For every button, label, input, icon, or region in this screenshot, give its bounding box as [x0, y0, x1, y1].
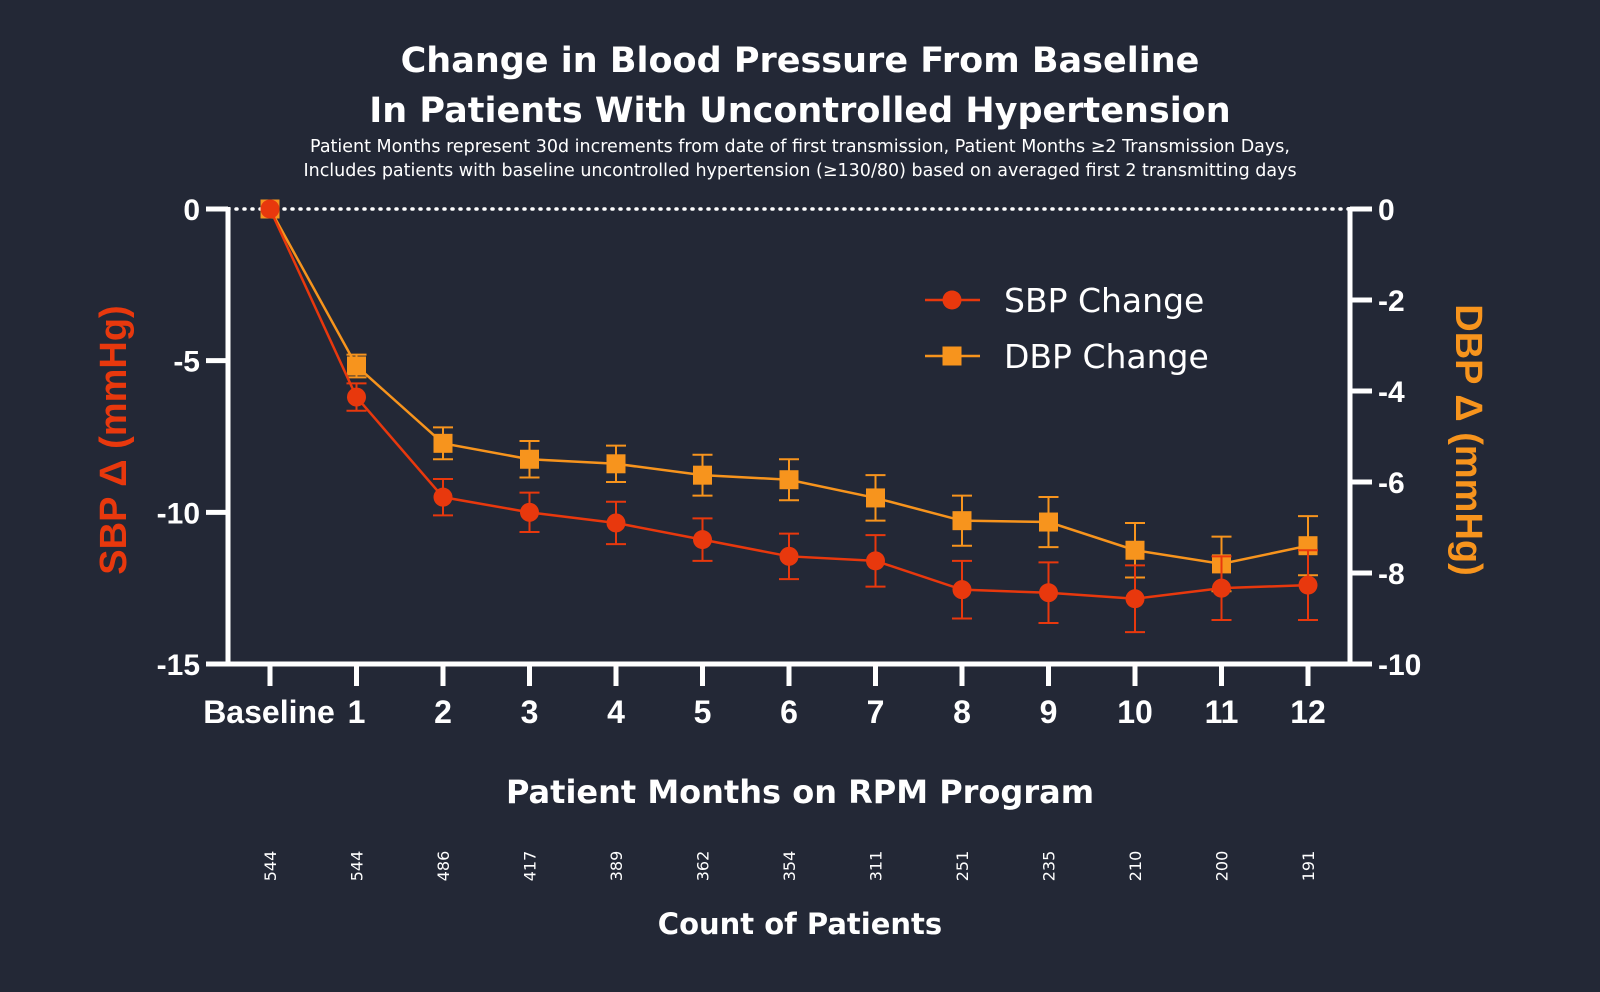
x-tick-label: 5 [694, 694, 712, 730]
left-axis-title: SBP Δ (mmHg) [93, 305, 135, 574]
x-tick-label: 4 [607, 694, 625, 730]
patient-count-label: 544 [261, 851, 280, 882]
patient-count-label: 191 [1299, 851, 1318, 882]
x-tick-label: 3 [521, 694, 539, 730]
sbp-data-point [779, 546, 799, 566]
left-tick-label: -15 [157, 649, 200, 682]
x-tick-label: 2 [434, 694, 452, 730]
sbp-data-point [433, 487, 453, 507]
dbp-data-point [520, 449, 539, 469]
patient-count-label: 235 [1040, 851, 1059, 882]
left-tick-label: -5 [173, 346, 200, 379]
right-tick-label: -8 [1378, 558, 1405, 591]
sbp-data-point [866, 551, 885, 571]
patient-count-label: 210 [1126, 851, 1145, 882]
patient-count-label: 251 [953, 851, 972, 882]
right-tick-label: -10 [1378, 649, 1421, 682]
dbp-data-point [347, 356, 366, 376]
dbp-data-point [952, 511, 972, 531]
x-tick-label: 9 [1040, 694, 1058, 730]
sbp-data-point [693, 530, 712, 550]
chart-subtitle-line2: Includes patients with baseline uncontro… [303, 161, 1296, 181]
x-axis-title: Patient Months on RPM Program [506, 773, 1094, 811]
x-tick-label: 1 [348, 694, 366, 730]
sbp-data-point [1212, 578, 1231, 598]
count-axis-title: Count of Patients [658, 907, 942, 941]
sbp-data-point [260, 199, 280, 219]
sbp-legend-marker [942, 290, 962, 310]
dbp-legend-label: DBP Change [1004, 337, 1209, 376]
sbp-data-point [952, 580, 972, 600]
sbp-legend-label: SBP Change [1004, 281, 1204, 320]
dbp-data-point [1125, 540, 1145, 560]
right-tick-label: 0 [1378, 194, 1395, 227]
left-tick-label: 0 [183, 194, 200, 227]
sbp-data-point [347, 387, 366, 407]
dbp-legend-marker [942, 346, 962, 366]
dbp-series-line [268, 208, 1309, 566]
x-tick-label: 12 [1290, 694, 1326, 730]
chart-subtitle-line1: Patient Months represent 30d increments … [310, 137, 1290, 157]
dbp-data-point [693, 465, 712, 485]
dbp-data-point [433, 433, 453, 453]
dbp-data-point [1039, 512, 1058, 532]
right-tick-label: -6 [1378, 467, 1405, 500]
x-tick-label: 6 [780, 694, 798, 730]
patient-count-label: 389 [607, 851, 626, 882]
patient-count-label: 544 [348, 851, 367, 882]
x-tick-label: Baseline [203, 694, 335, 730]
sbp-data-point [606, 513, 626, 533]
patient-count-label: 354 [780, 851, 799, 882]
right-axis-title: DBP Δ (mmHg) [1447, 304, 1489, 576]
dbp-data-point [606, 454, 626, 474]
right-tick-label: -4 [1378, 376, 1405, 409]
patient-count-label: 311 [867, 851, 886, 882]
patient-count-label: 200 [1213, 851, 1232, 882]
sbp-data-point [520, 502, 539, 522]
patient-count-label: 362 [694, 851, 713, 882]
x-tick-label: 10 [1117, 694, 1153, 730]
left-tick-label: -10 [157, 497, 200, 530]
chart-title-line2: In Patients With Uncontrolled Hypertensi… [369, 91, 1230, 131]
chart-title-line1: Change in Blood Pressure From Baseline [401, 41, 1200, 81]
sbp-data-point [1125, 589, 1145, 609]
dbp-data-point [866, 488, 885, 508]
right-tick-label: -2 [1378, 285, 1405, 318]
patient-count-label: 486 [434, 851, 453, 882]
sbp-data-point [1298, 575, 1318, 595]
sbp-data-point [1039, 583, 1058, 603]
x-tick-label: 11 [1205, 694, 1239, 730]
x-tick-label: 7 [867, 694, 885, 730]
x-tick-label: 8 [953, 694, 971, 730]
plot-area: 0-5-10-150-2-4-6-8-10Baseline54415442486… [157, 194, 1422, 881]
patient-count-label: 417 [521, 851, 540, 882]
dbp-data-point [779, 470, 799, 490]
